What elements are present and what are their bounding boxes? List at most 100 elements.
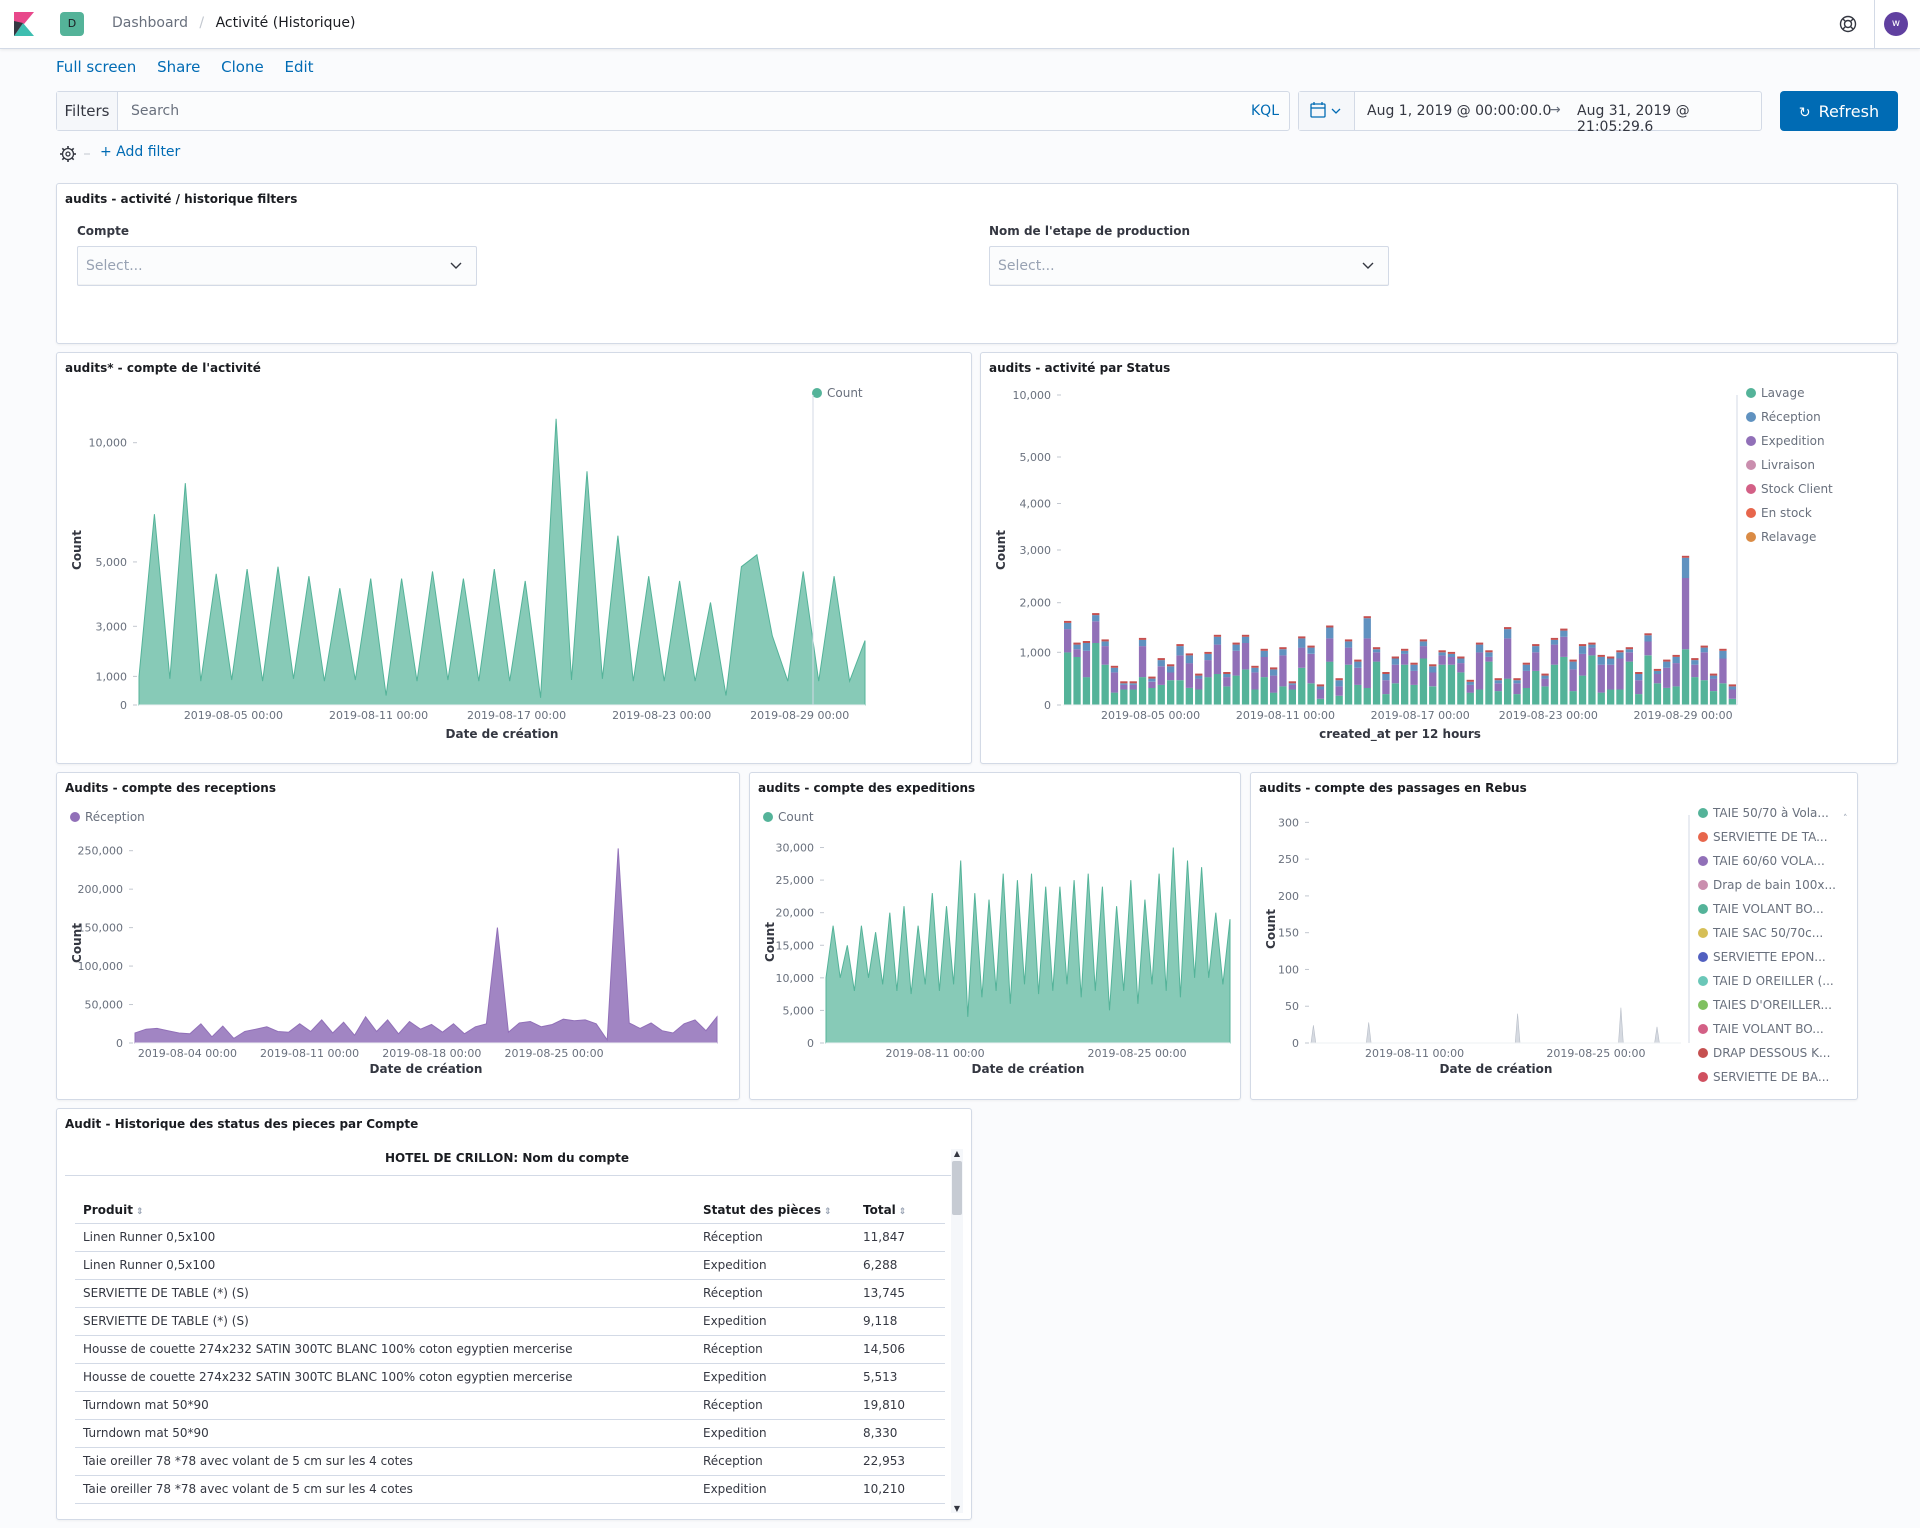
bar-segment [1167,672,1175,681]
legend-dot [1746,484,1756,494]
bar-segment [1709,673,1718,676]
bar-segment [1401,653,1409,665]
x-tick-label: 2019-08-05 00:00 [184,709,283,722]
bar-segment [1616,652,1624,659]
bar-segment [1326,627,1334,639]
search-input[interactable] [119,92,1219,130]
scroll-down-arrow-icon[interactable]: ▼ [953,1504,961,1513]
sort-icon: ⇕ [823,1206,832,1217]
bar-segment [1616,650,1624,653]
bar-segment [1092,621,1100,643]
y-tick-label: 100 [1278,963,1299,976]
bar-segment [1653,683,1662,705]
column-header-total[interactable]: Total ⇕ [855,1197,945,1224]
bar-segment [1354,661,1362,668]
bar-segment [1625,652,1633,662]
kibana-logo[interactable] [14,12,34,36]
bar-segment [1241,643,1250,670]
etape-production-select[interactable]: Select... [989,246,1389,286]
legend-dot [1746,436,1756,446]
help-icon[interactable] [1838,14,1858,34]
bar-segment [1110,672,1119,693]
y-tick-label: 10,000 [776,972,815,985]
bar-segment [1522,662,1530,665]
user-avatar[interactable]: w [1884,12,1908,36]
bar-segment [1157,658,1165,661]
clone-link[interactable]: Clone [221,58,264,76]
bar-segment [1185,663,1193,688]
start-date-button[interactable]: Aug 1, 2019 @ 00:00:00.0 [1367,103,1552,119]
bar-segment [1429,686,1437,705]
etape-production-select-placeholder: Select... [998,258,1055,274]
bar-segment [1344,664,1353,705]
bar-segment [1635,680,1643,695]
bar-segment [1419,639,1428,642]
quick-select-button[interactable] [1299,92,1355,130]
kql-toggle[interactable]: KQL [1251,103,1279,119]
end-date-button[interactable]: Aug 31, 2019 @ 21:05:29.6 [1577,103,1690,135]
space-avatar[interactable]: D [60,12,84,36]
bar-segment [1092,643,1100,705]
x-axis-title: Date de création [1440,1062,1553,1076]
bar-segment [1167,666,1175,673]
legend-dot [1746,388,1756,398]
y-axis-title: Count [70,530,84,570]
add-filter-button[interactable]: + Add filter [100,144,181,160]
x-tick-label: 2019-08-11 00:00 [329,709,428,722]
edit-link[interactable]: Edit [284,58,314,76]
bar-segment [1307,647,1315,654]
bar-segment [1550,637,1559,640]
bar-segment [1513,683,1521,695]
cell-total: 8,330 [855,1419,945,1448]
bar-segment [1607,664,1615,690]
bar-segment [1700,652,1708,681]
gear-icon[interactable] [58,144,94,164]
compte-select[interactable]: Select... [77,246,477,286]
breadcrumb-dashboard[interactable]: Dashboard [112,15,188,31]
compte-label: Compte [77,224,130,238]
column-header-statut[interactable]: Statut des pièces ⇕ [695,1197,855,1224]
bar-segment [1663,667,1671,688]
bar-segment [1185,655,1193,664]
bar-segment [1588,644,1596,648]
x-tick-label: 2019-08-11 00:00 [1365,1047,1464,1060]
bar-segment [1110,667,1119,673]
bar-segment [1082,650,1091,678]
share-link[interactable]: Share [157,58,201,76]
table-scrollbar[interactable]: ▲ ▼ [951,1149,963,1513]
bar-segment [1391,683,1399,705]
legend-dot [1698,1048,1708,1058]
bar-segment [1663,659,1671,662]
y-tick-label: 1,000 [96,670,128,683]
full-screen-link[interactable]: Full screen [56,58,137,76]
bar-segment [1335,678,1343,681]
bar-segment [1363,616,1371,619]
table-subtitle: HOTEL DE CRILLON: Nom du compte [385,1151,629,1165]
filters-prepend-label[interactable]: Filters [57,92,118,130]
y-tick-label: 1,000 [1020,646,1052,659]
bar-segment [1391,664,1399,684]
bar-segment [1466,684,1474,693]
column-header-produit[interactable]: Produit ⇕ [75,1197,695,1224]
bar-segment [1382,680,1390,695]
bar-segment [1363,687,1371,705]
bar-segment [1616,689,1624,705]
bar-segment [1401,648,1409,651]
bar-segment [1494,678,1502,681]
bar-segment [1522,670,1530,688]
scroll-up-arrow-icon[interactable]: ▲ [953,1149,961,1158]
cell-produit: Housse de couette 274x232 SATIN 300TC BL… [75,1363,695,1392]
bar-segment [1635,674,1643,681]
bar-segment [1410,670,1418,685]
legend-label: TAIE VOLANT BO... [1712,1022,1824,1036]
cell-statut: Expedition [695,1363,855,1392]
y-tick-label: 0 [116,1037,123,1050]
y-tick-label: 5,000 [96,556,128,569]
legend-dot [1698,880,1708,890]
scrollbar-thumb[interactable] [952,1161,962,1215]
cell-total: 6,288 [855,1251,945,1280]
refresh-button[interactable]: ↻ Refresh [1780,91,1898,131]
bar-segment [1681,649,1690,705]
bar-segment [1223,674,1231,678]
sort-icon: ⇕ [898,1206,907,1217]
